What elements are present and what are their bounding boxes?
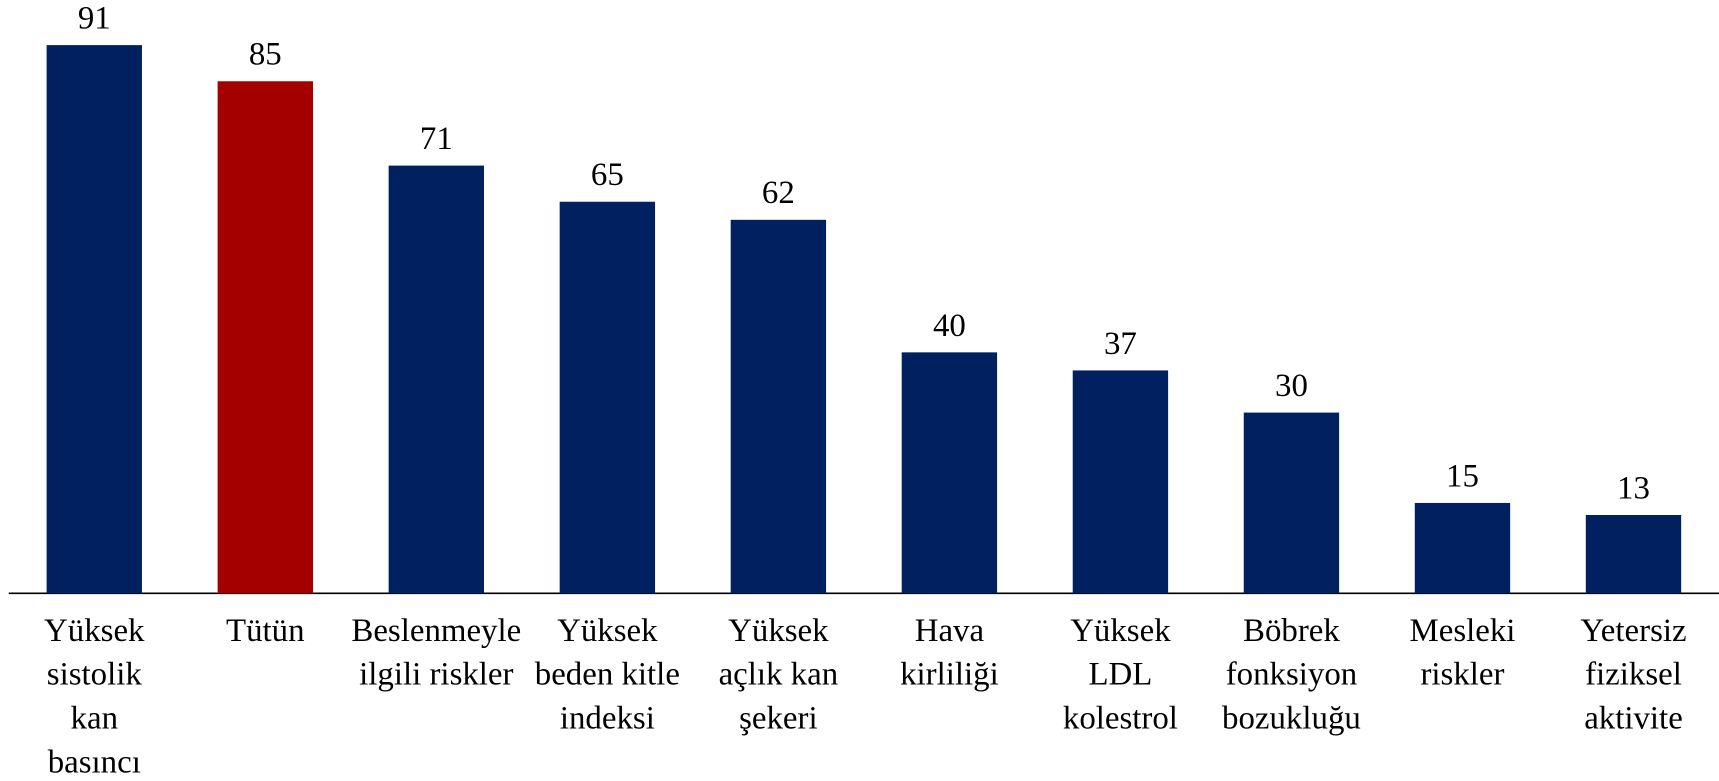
x-tick-label: Böbrek fonksiyon bozukluğu [1222, 612, 1361, 736]
x-tick-label: Tütün [226, 612, 305, 648]
x-tick-label: Yüksek sistolik kan basıncı [44, 612, 145, 780]
x-tick-label: Hava kirliliği [900, 612, 999, 692]
data-label: 62 [762, 175, 795, 211]
x-tick-label: Beslenmeyle ilgili riskler [351, 612, 521, 692]
x-tick-label: Yüksek açlık kan şekeri [719, 612, 839, 736]
data-label: 65 [591, 157, 624, 193]
data-label: 37 [1104, 326, 1137, 362]
bar [388, 165, 485, 594]
data-label: 30 [1275, 368, 1308, 404]
data-label: 13 [1617, 470, 1650, 506]
bar [559, 201, 656, 594]
x-tick-label: Yetersiz fiziksel aktivite [1580, 612, 1686, 736]
x-tick-label: Yüksek beden kitle indeksi [535, 612, 680, 736]
bar [1243, 412, 1340, 594]
bar [1585, 515, 1682, 594]
bar [901, 352, 998, 594]
data-label: 91 [78, 1, 111, 37]
x-tick-label: Mesleki riskler [1410, 612, 1516, 692]
data-label: 15 [1446, 458, 1479, 494]
data-label: 71 [420, 121, 453, 157]
bar [730, 219, 827, 594]
data-label: 40 [933, 308, 966, 344]
data-label: 85 [249, 37, 282, 73]
bar [1072, 370, 1169, 594]
x-tick-label: Yüksek LDL kolestrol [1063, 612, 1178, 736]
bar [217, 81, 313, 594]
bar [46, 45, 142, 594]
bar [1414, 502, 1511, 594]
